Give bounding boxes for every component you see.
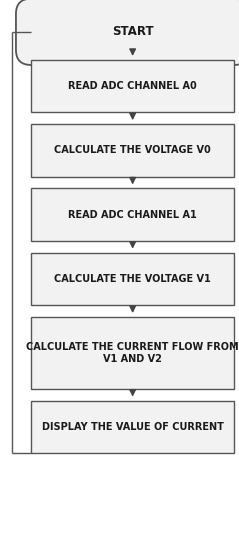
Text: CALCULATE THE CURRENT FLOW FROM
V1 AND V2: CALCULATE THE CURRENT FLOW FROM V1 AND V… [26, 342, 239, 364]
Text: DISPLAY THE VALUE OF CURRENT: DISPLAY THE VALUE OF CURRENT [42, 422, 223, 432]
Text: READ ADC CHANNEL A1: READ ADC CHANNEL A1 [68, 209, 197, 220]
FancyBboxPatch shape [16, 0, 239, 65]
FancyBboxPatch shape [31, 401, 234, 453]
FancyBboxPatch shape [31, 317, 234, 389]
Text: CALCULATE THE VOLTAGE V1: CALCULATE THE VOLTAGE V1 [54, 274, 211, 284]
Text: START: START [112, 25, 153, 38]
FancyBboxPatch shape [31, 188, 234, 241]
FancyBboxPatch shape [31, 253, 234, 305]
FancyBboxPatch shape [31, 124, 234, 177]
Text: CALCULATE THE VOLTAGE V0: CALCULATE THE VOLTAGE V0 [54, 145, 211, 156]
FancyBboxPatch shape [31, 60, 234, 112]
Text: READ ADC CHANNEL A0: READ ADC CHANNEL A0 [68, 81, 197, 91]
